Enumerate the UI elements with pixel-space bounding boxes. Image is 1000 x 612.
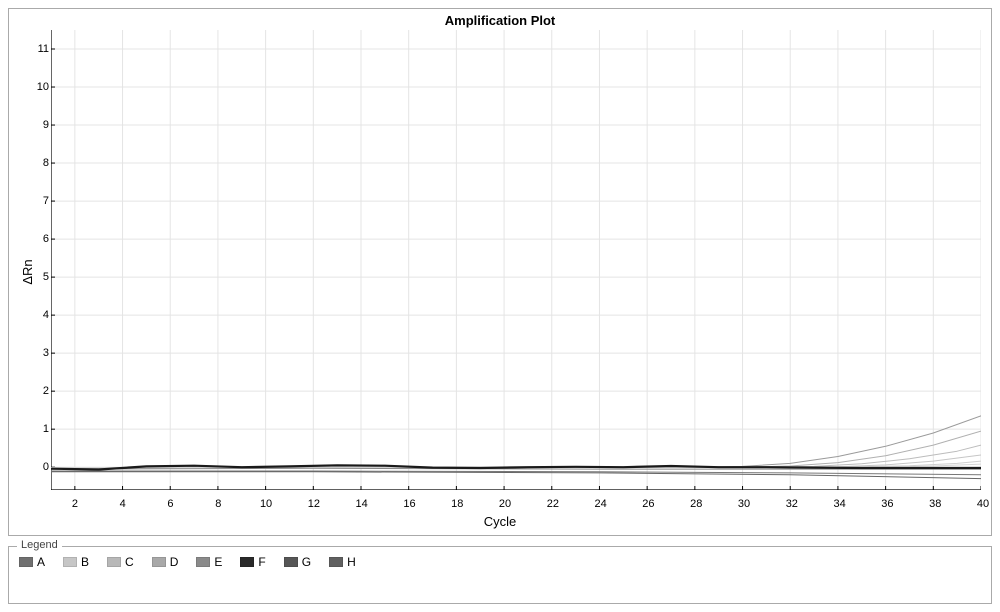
y-axis-ticks: 0 1 2 3 4 5 6 7 8 9 10 11 — [23, 30, 49, 490]
legend-label: E — [214, 555, 222, 569]
legend-items: A B C D E F G H — [19, 555, 981, 569]
amplification-chart-panel: Amplification Plot ΔRn 01234567891011 24… — [8, 8, 992, 536]
y-tick-label: 3 — [23, 347, 49, 359]
legend-swatch — [63, 557, 77, 567]
x-tick-label: 24 — [595, 498, 607, 510]
x-tick-label: 32 — [786, 498, 798, 510]
legend-swatch — [196, 557, 210, 567]
y-tick-label: 11 — [23, 43, 49, 55]
legend-item: C — [107, 555, 134, 569]
x-tick-label: 14 — [356, 498, 368, 510]
x-tick-label: 40 — [977, 498, 989, 510]
legend-item: D — [152, 555, 179, 569]
x-tick-label: 18 — [451, 498, 463, 510]
y-tick-label: 8 — [23, 157, 49, 169]
legend-swatch — [107, 557, 121, 567]
x-axis-label: Cycle — [9, 514, 991, 535]
legend-item: G — [284, 555, 311, 569]
y-tick-label: 4 — [23, 309, 49, 321]
legend-item: B — [63, 555, 89, 569]
plot-svg — [51, 30, 981, 490]
y-tick-label: 2 — [23, 385, 49, 397]
x-tick-label: 6 — [167, 498, 173, 510]
y-tick-label: 7 — [23, 195, 49, 207]
legend-swatch — [240, 557, 254, 567]
legend-swatch — [284, 557, 298, 567]
x-tick-label: 28 — [690, 498, 702, 510]
y-tick-label: 1 — [23, 423, 49, 435]
x-tick-label: 10 — [260, 498, 272, 510]
legend-item: F — [240, 555, 265, 569]
plot-area: 01234567891011 — [51, 30, 981, 490]
legend-item: A — [19, 555, 45, 569]
x-tick-label: 30 — [738, 498, 750, 510]
x-tick-label: 20 — [499, 498, 511, 510]
legend-swatch — [19, 557, 33, 567]
legend-label: C — [125, 555, 134, 569]
y-tick-label: 10 — [23, 81, 49, 93]
x-tick-label: 4 — [120, 498, 126, 510]
legend-label: A — [37, 555, 45, 569]
y-tick-label: 0 — [23, 461, 49, 473]
x-tick-label: 26 — [642, 498, 654, 510]
x-tick-label: 22 — [547, 498, 559, 510]
x-axis-ticks: 246810121416182022242628303234363840 — [51, 498, 981, 514]
legend-label: B — [81, 555, 89, 569]
legend-label: H — [347, 555, 356, 569]
x-tick-label: 34 — [833, 498, 845, 510]
x-tick-label: 12 — [308, 498, 320, 510]
y-tick-label: 9 — [23, 119, 49, 131]
y-tick-label: 6 — [23, 233, 49, 245]
x-tick-label: 2 — [72, 498, 78, 510]
legend-swatch — [329, 557, 343, 567]
legend-label: D — [170, 555, 179, 569]
legend-panel: Legend ABCDEFGH — [8, 546, 992, 604]
legend-item: E — [196, 555, 222, 569]
chart-title: Amplification Plot — [9, 9, 991, 30]
legend-title: Legend — [17, 539, 62, 551]
legend-label: G — [302, 555, 311, 569]
x-tick-label: 36 — [881, 498, 893, 510]
legend-item: H — [329, 555, 356, 569]
x-tick-label: 38 — [929, 498, 941, 510]
x-tick-label: 16 — [403, 498, 415, 510]
y-tick-label: 5 — [23, 271, 49, 283]
legend-label: F — [258, 555, 265, 569]
legend-swatch — [152, 557, 166, 567]
x-tick-label: 8 — [215, 498, 221, 510]
